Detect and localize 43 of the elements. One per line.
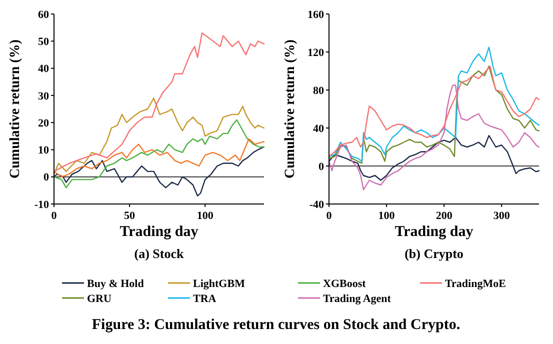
- y-tick-label: 30: [38, 90, 50, 102]
- x-tick-label: 300: [493, 210, 510, 222]
- y-tick-label: 40: [38, 63, 50, 76]
- line-series: [53, 32, 265, 172]
- y-tick-label: 20: [38, 117, 50, 130]
- y-tick-label: 160: [308, 8, 324, 21]
- y-tick-label: 60: [38, 8, 50, 21]
- x-tick-label: 50: [124, 210, 136, 222]
- text: (a) Stock: [134, 246, 185, 261]
- text: (b) Crypto: [404, 246, 464, 261]
- line-series: [328, 135, 540, 181]
- x-axis-title: Trading day: [120, 224, 199, 240]
- line-series: [328, 84, 540, 190]
- x-tick-label: 0: [326, 210, 332, 222]
- y-tick-label: 0: [318, 160, 324, 173]
- y-tick-label: 0: [44, 172, 50, 184]
- y-tick-label: -40: [309, 198, 324, 211]
- legend-label: Trading Agent: [323, 292, 392, 305]
- line-series: [53, 98, 265, 175]
- y-tick-label: 50: [38, 36, 50, 48]
- legend-label: GRU: [87, 292, 112, 305]
- y-tick-label: 120: [308, 46, 324, 59]
- y-tick-label: 80: [313, 84, 324, 97]
- legend-label: TRA: [193, 292, 216, 305]
- y-tick-label: 10: [38, 144, 50, 157]
- x-axis-title: Trading day: [394, 224, 474, 240]
- legend-label: XGBoost: [323, 278, 366, 290]
- y-axis-title: Cumulative return (%): [283, 39, 298, 178]
- x-tick-label: 100: [378, 210, 396, 222]
- x-tick-label: 0: [51, 210, 58, 222]
- line-series: [53, 119, 265, 188]
- legend-label: Buy & Hold: [87, 278, 144, 290]
- line-series: [53, 146, 265, 196]
- x-tick-label: 100: [196, 210, 214, 222]
- legend-label: LightGBM: [193, 278, 246, 290]
- line-series: [53, 138, 265, 178]
- legend-label: TradingMoE: [445, 278, 506, 290]
- line-series: [328, 46, 540, 162]
- y-tick-label: 40: [313, 122, 324, 135]
- y-axis-title: Cumulative return (%): [8, 39, 23, 178]
- x-tick-label: 200: [436, 210, 453, 222]
- y-tick-label: -10: [34, 198, 50, 211]
- caption: Figure 3: Cumulative return curves on Stock and Crypto.: [92, 317, 460, 333]
